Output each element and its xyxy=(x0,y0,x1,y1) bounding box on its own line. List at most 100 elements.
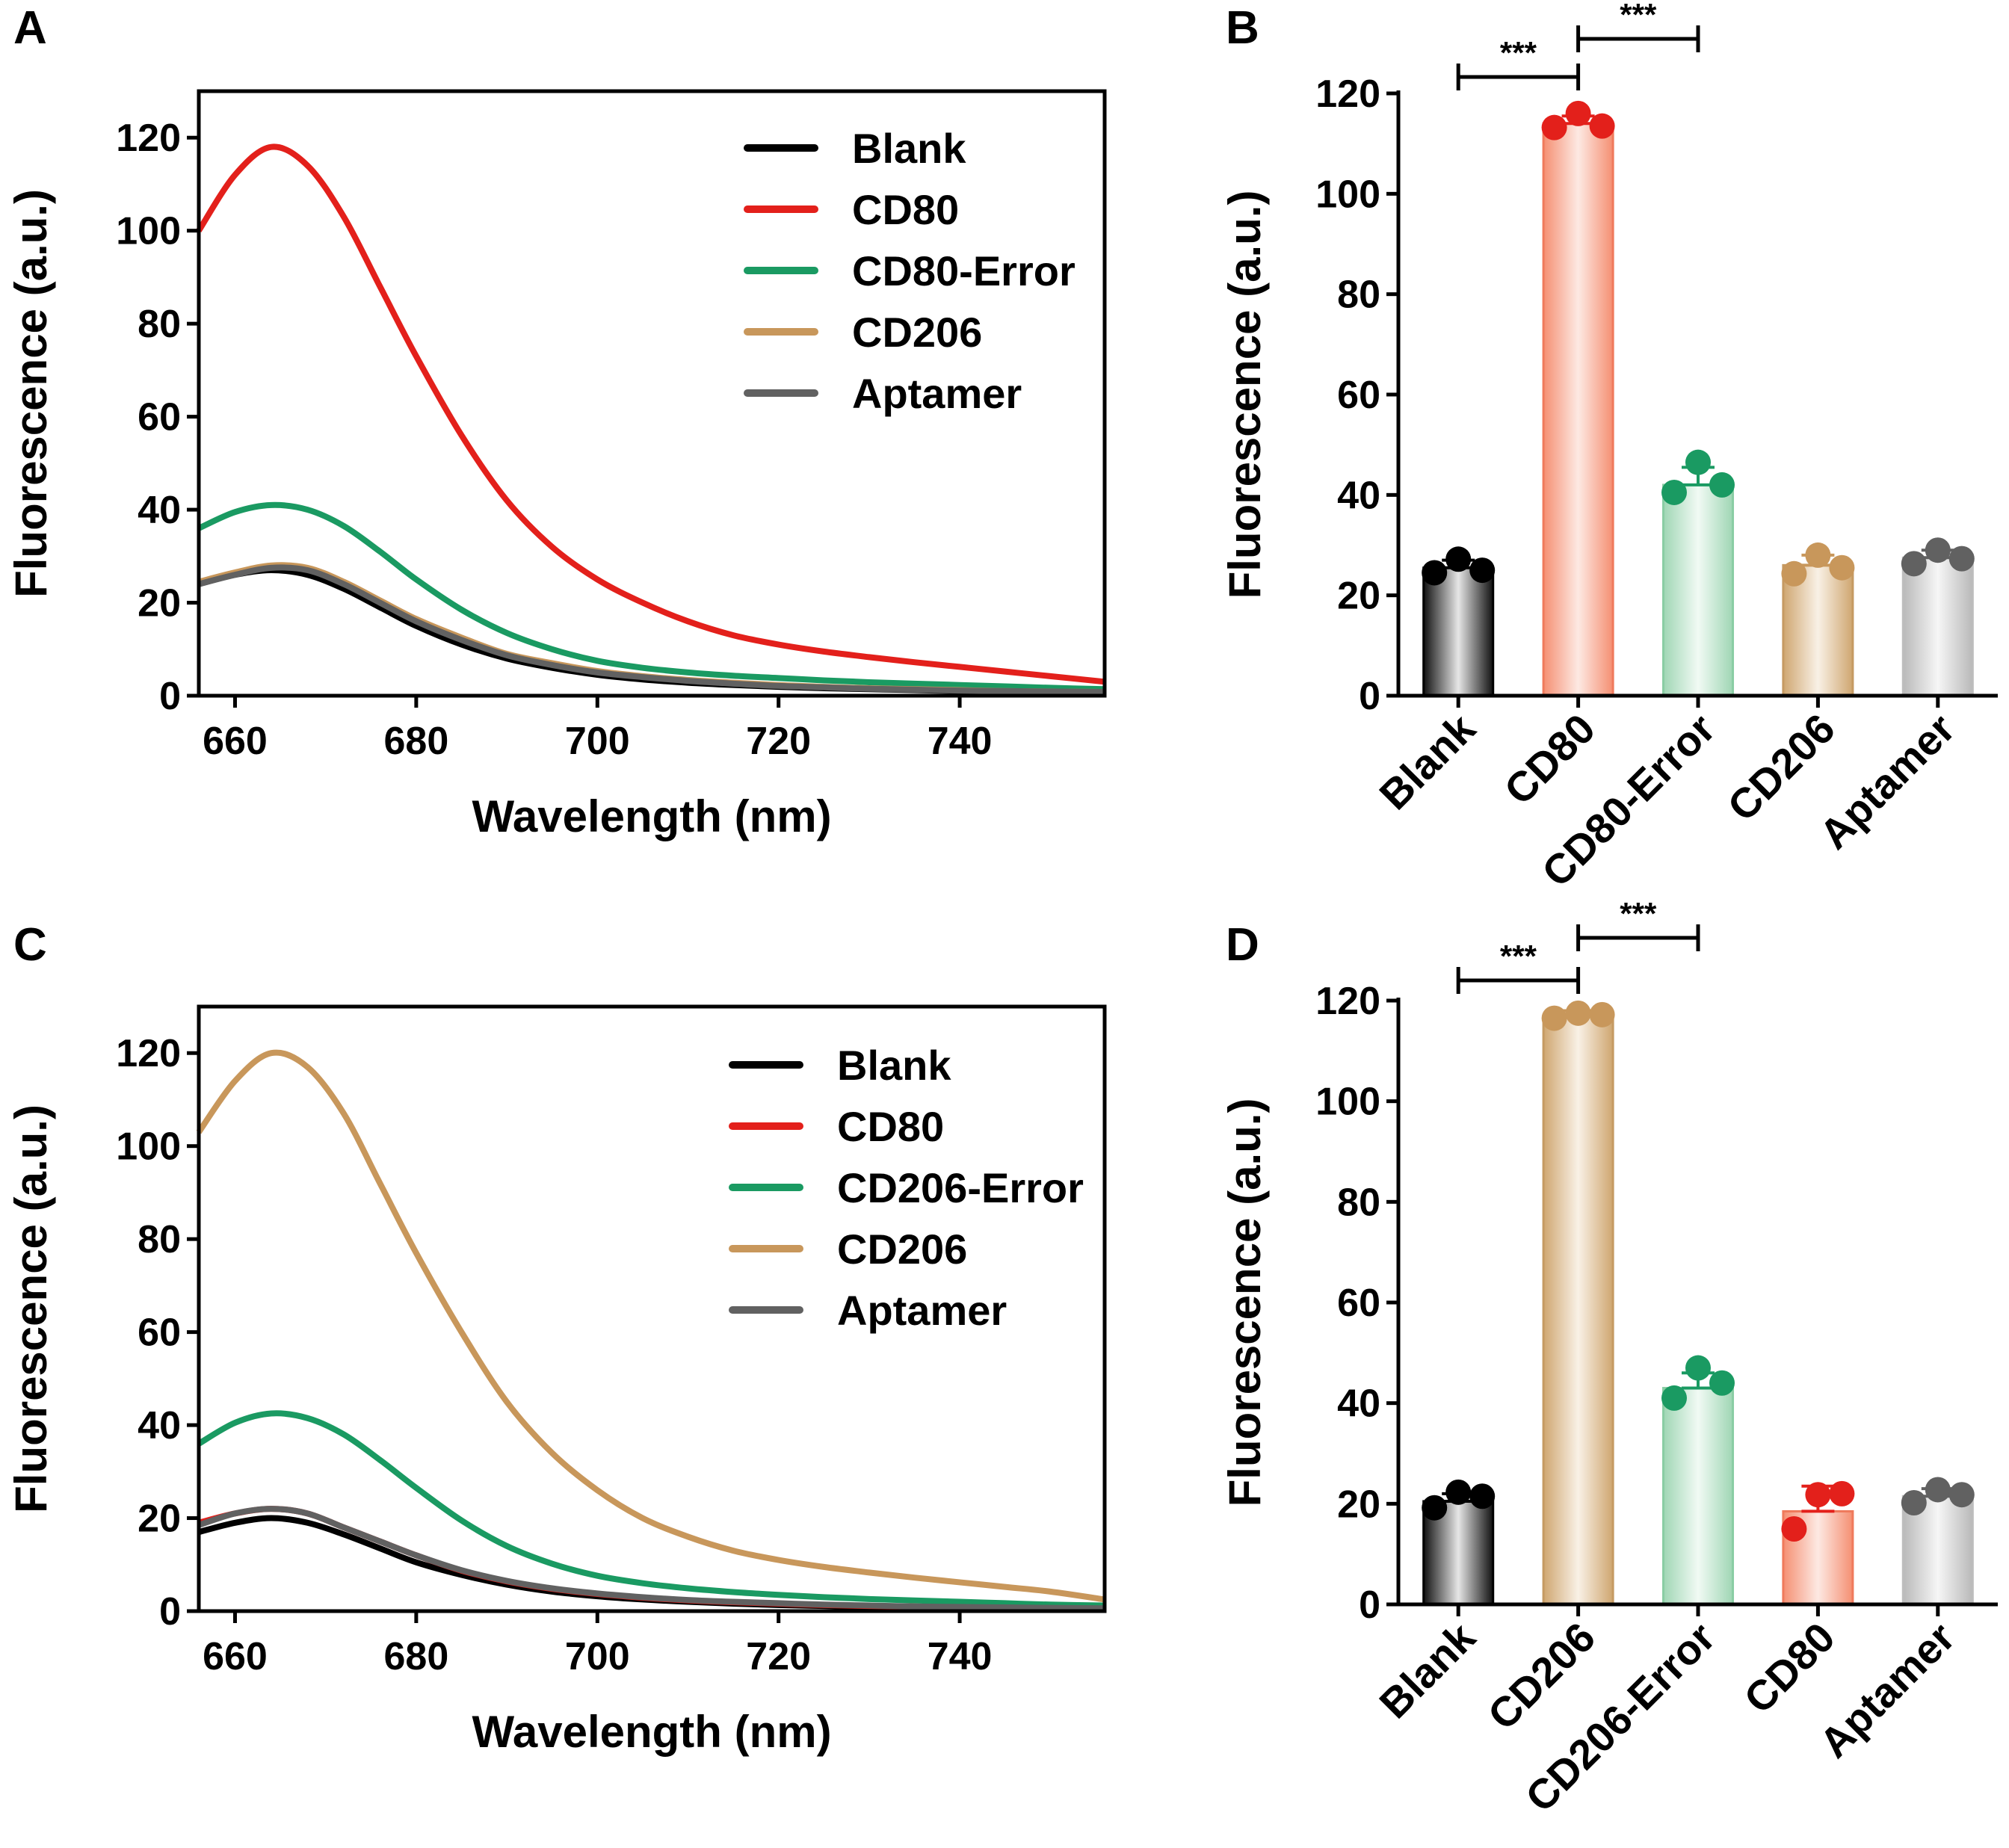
data-point-aptamer xyxy=(1925,537,1951,563)
y-tick-label: 40 xyxy=(138,1404,181,1447)
y-tick-label: 60 xyxy=(138,1311,181,1355)
y-tick-label: 100 xyxy=(116,210,181,253)
series-line-aptamer xyxy=(198,564,1105,696)
legend-label-cd206: CD206 xyxy=(837,1226,967,1273)
significance-label: *** xyxy=(1620,896,1657,931)
y-tick-label: 40 xyxy=(1337,474,1380,517)
y-tick-label: 60 xyxy=(1337,1282,1380,1325)
data-point-aptamer xyxy=(1948,546,1975,572)
significance-label: *** xyxy=(1500,35,1537,70)
data-point-cd80 xyxy=(1781,1516,1807,1542)
series-line-cd80-error xyxy=(197,501,1105,693)
y-tick-label: 120 xyxy=(116,117,181,160)
y-tick-label: 120 xyxy=(1315,72,1380,116)
y-tick-label: 100 xyxy=(116,1125,181,1169)
significance-label: *** xyxy=(1620,0,1657,32)
bar-cd206 xyxy=(1782,563,1854,697)
y-tick-label: 0 xyxy=(1359,675,1380,718)
plot-frame xyxy=(197,1004,1107,1613)
significance-label: *** xyxy=(1500,939,1537,974)
data-point-cd80 xyxy=(1805,1482,1831,1508)
bar-aptamer xyxy=(1901,556,1974,697)
y-tick-label: 80 xyxy=(138,303,181,346)
series-line-cd80 xyxy=(196,143,1105,685)
data-point-cd206 xyxy=(1781,560,1807,587)
data-point-aptamer xyxy=(1901,1489,1927,1515)
data-point-cd80-error xyxy=(1661,479,1687,505)
data-point-cd80 xyxy=(1565,100,1591,126)
panel-b-bar-chart: Blank CD80CD80-ErrorCD206Aptamer020406080… xyxy=(1220,0,1998,896)
y-tick-label: 120 xyxy=(1315,980,1380,1023)
y-tick-label: 100 xyxy=(1315,1081,1380,1124)
x-tick-label: 680 xyxy=(383,1635,448,1678)
y-tick-label: 80 xyxy=(138,1218,181,1261)
legend-label-blank: Blank xyxy=(852,125,966,172)
data-point-cd80-error xyxy=(1685,449,1711,475)
data-point-aptamer xyxy=(1925,1477,1951,1503)
data-point-cd206-error xyxy=(1661,1385,1687,1411)
plot-frame xyxy=(197,89,1107,698)
panel-label-d: D xyxy=(1226,919,1259,971)
data-point-blank xyxy=(1469,1483,1496,1509)
x-tick-label: 720 xyxy=(746,720,811,763)
y-tick-label: 20 xyxy=(138,582,181,625)
x-tick-label: 720 xyxy=(746,1635,811,1678)
data-point-cd80 xyxy=(1829,1480,1855,1506)
bar-cd206-error xyxy=(1661,1386,1735,1606)
data-point-aptamer xyxy=(1901,551,1927,577)
legend-label-cd80-error: CD80-Error xyxy=(852,247,1076,294)
panel-label-c: C xyxy=(13,919,47,971)
y-axis-label: Fluorescence (a.u.) xyxy=(1220,191,1270,599)
x-tick-label: 680 xyxy=(383,720,448,763)
y-tick-label: 120 xyxy=(116,1032,181,1075)
panel-label-a: A xyxy=(13,2,47,54)
data-point-blank xyxy=(1445,546,1472,572)
y-tick-label: 60 xyxy=(138,396,181,439)
x-tick-label: 660 xyxy=(203,1635,268,1678)
x-tick-label: 660 xyxy=(203,720,268,763)
series-line-cd206 xyxy=(196,1049,1105,1603)
series-line-cd206-error xyxy=(197,1410,1105,1609)
y-tick-label: 20 xyxy=(138,1498,181,1541)
y-axis-label: Fluorescence (a.u.) xyxy=(6,189,56,598)
bar-cd206 xyxy=(1542,1014,1614,1606)
data-point-cd80 xyxy=(1541,114,1567,140)
y-axis-label: Fluorescence (a.u.) xyxy=(6,1104,56,1513)
y-tick-label: 0 xyxy=(159,675,181,718)
x-tick-label: 740 xyxy=(928,720,993,763)
x-category-label: Blank xyxy=(1370,1613,1484,1727)
data-point-cd206 xyxy=(1829,554,1855,581)
panel-a-line-chart: 0 20 40 60 80 100 120 660 680 700 720 740 Wavelength… xyxy=(6,89,1107,841)
data-point-aptamer xyxy=(1948,1482,1975,1508)
y-tick-label: 0 xyxy=(1359,1583,1380,1627)
legend-label-blank: Blank xyxy=(837,1042,951,1089)
data-point-blank xyxy=(1445,1479,1472,1505)
data-point-cd206 xyxy=(1589,1001,1615,1027)
legend-label-cd206-error: CD206-Error xyxy=(837,1164,1084,1211)
y-tick-label: 0 xyxy=(159,1590,181,1634)
y-tick-label: 20 xyxy=(1337,1483,1380,1526)
data-point-cd80-error xyxy=(1709,472,1735,498)
series-line-aptamer xyxy=(197,1506,1105,1612)
x-axis-label: Wavelength (nm) xyxy=(472,791,831,841)
legend-label-cd80: CD80 xyxy=(852,186,959,233)
x-category-label: Blank xyxy=(1370,704,1484,818)
x-category-label: CD80 xyxy=(1495,705,1604,814)
legend-label-aptamer: Aptamer xyxy=(837,1287,1007,1334)
data-point-blank xyxy=(1422,1495,1448,1521)
x-axis-label: Wavelength (nm) xyxy=(472,1707,831,1757)
data-point-cd206-error xyxy=(1685,1355,1711,1381)
data-point-blank xyxy=(1422,560,1448,586)
data-point-blank xyxy=(1469,557,1496,584)
x-tick-label: 700 xyxy=(565,720,630,763)
data-point-cd206 xyxy=(1805,542,1831,568)
legend-label-cd80: CD80 xyxy=(837,1103,944,1150)
bar-cd80 xyxy=(1542,122,1614,697)
y-tick-label: 100 xyxy=(1315,173,1380,216)
y-tick-label: 40 xyxy=(138,489,181,532)
data-point-cd206 xyxy=(1565,1000,1591,1026)
y-tick-label: 60 xyxy=(1337,374,1380,417)
data-point-cd80 xyxy=(1589,113,1615,139)
legend-label-cd206: CD206 xyxy=(852,309,982,356)
